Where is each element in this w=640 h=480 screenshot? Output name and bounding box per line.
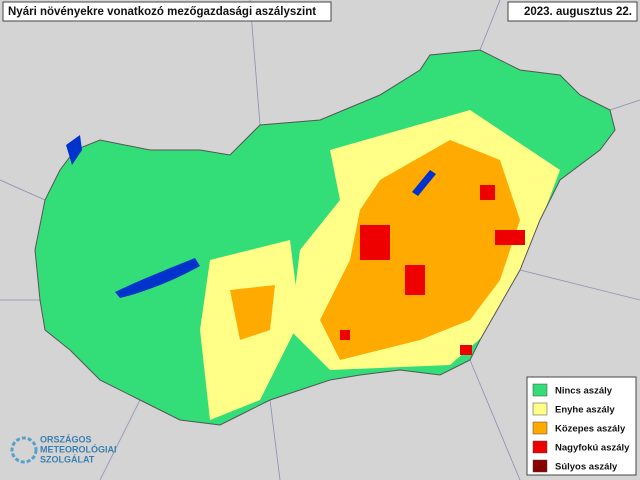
lakes	[66, 135, 436, 298]
legend-label: Nagyfokú aszály	[555, 443, 630, 454]
logo-icon	[10, 436, 38, 464]
region	[495, 230, 525, 245]
region	[340, 330, 350, 340]
lake-tisza	[412, 170, 436, 196]
region	[460, 345, 472, 355]
logo: ORSZÁGOS METEOROLÓGIAI SZOLGÁLAT	[10, 434, 117, 464]
logo-text: ORSZÁGOS	[40, 434, 92, 444]
lake-balaton	[115, 258, 200, 298]
logo-text: METEOROLÓGIAI	[40, 443, 117, 454]
legend-swatch	[532, 402, 548, 416]
legend-label: Közepes aszály	[555, 424, 626, 435]
region	[405, 265, 425, 295]
legend-label: Nincs aszály	[555, 386, 613, 397]
title: Nyári növényekre vonatkozó mezőgazdasági…	[8, 6, 316, 18]
legend-label: Enyhe aszály	[555, 405, 615, 416]
legend-items: Nincs aszály Enyhe aszály Közepes aszály Na…	[532, 383, 630, 473]
legend-label: Súlyos aszály	[555, 462, 618, 473]
legend-swatch	[532, 421, 548, 435]
logo-text: SZOLGÁLAT	[40, 454, 95, 464]
legend-swatch	[532, 459, 548, 473]
legend-swatch	[532, 440, 548, 454]
legend-swatch	[532, 383, 548, 397]
title-box	[2, 1, 332, 22]
region	[230, 285, 275, 340]
region	[320, 140, 520, 360]
region	[480, 185, 495, 200]
region	[360, 225, 390, 260]
date-box	[507, 1, 638, 22]
country-outline	[34, 49, 616, 426]
lake-ferto	[66, 135, 82, 165]
date: 2023. augusztus 22.	[524, 6, 632, 18]
